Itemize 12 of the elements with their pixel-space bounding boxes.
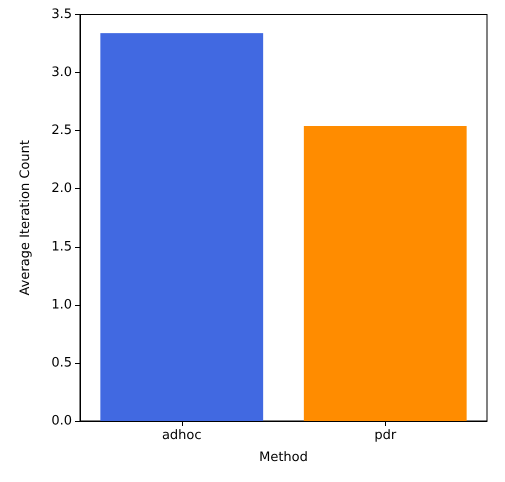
y-axis-title: Average Iteration Count: [18, 140, 33, 296]
x-tick-label: adhoc: [162, 428, 202, 443]
y-tick-label: 0.5: [51, 355, 72, 370]
y-tick-label: 1.5: [51, 239, 72, 254]
y-tick-label: 0.0: [51, 414, 72, 428]
x-axis-title: Method: [259, 450, 308, 465]
y-tick-label: 3.0: [51, 65, 72, 80]
y-tick-label: 1.0: [51, 297, 72, 312]
y-tick-label: 2.5: [51, 123, 72, 138]
x-tick-label: pdr: [374, 428, 397, 443]
y-tick-label: 2.0: [51, 181, 72, 196]
y-tick-label: 3.5: [51, 7, 72, 22]
